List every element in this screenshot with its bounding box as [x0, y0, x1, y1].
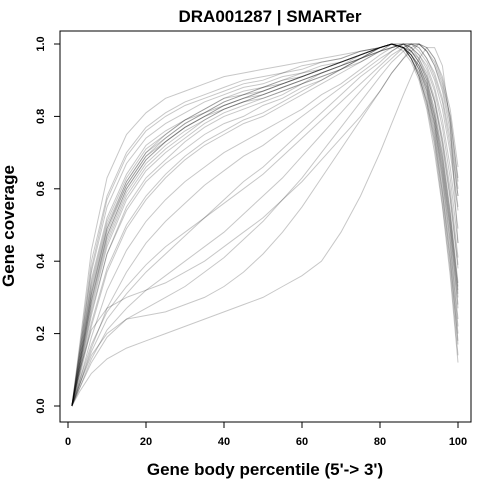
- coverage-curve-20: [71, 47, 459, 407]
- coverage-curve-4: [71, 43, 459, 407]
- coverage-curve-28: [71, 43, 459, 407]
- coverage-curve-24: [71, 43, 459, 407]
- coverage-curve-14: [71, 43, 459, 407]
- y-axis: 0.0 0.2 0.4 0.6 0.8 1.0: [35, 36, 60, 414]
- x-tick-label-100: 100: [449, 436, 467, 448]
- coverage-curve-15: [71, 43, 459, 407]
- y-tick-label-0.4: 0.4: [35, 253, 47, 269]
- x-tick-label-40: 40: [218, 436, 230, 448]
- coverage-curve-6: [71, 43, 459, 407]
- coverage-curve-17: [71, 43, 459, 407]
- coverage-curve-2: [71, 43, 459, 407]
- y-tick-label-0.8: 0.8: [35, 109, 47, 124]
- x-tick-label-20: 20: [140, 436, 152, 448]
- coverage-curve-23: [71, 43, 459, 407]
- coverage-curve-19: [71, 43, 459, 407]
- y-tick-label-0.6: 0.6: [35, 181, 47, 196]
- coverage-curve-7: [71, 43, 459, 407]
- x-tick-label-0: 0: [65, 436, 71, 448]
- coverage-curve-10: [71, 43, 459, 407]
- coverage-curve-11: [71, 43, 459, 407]
- coverage-curve-8: [71, 43, 459, 407]
- coverage-curve-12: [71, 43, 459, 407]
- y-axis-label: Gene coverage: [0, 165, 18, 287]
- y-tick-label-0.0: 0.0: [35, 398, 47, 413]
- coverage-curve-3: [71, 43, 459, 407]
- coverage-curve-27: [71, 43, 459, 407]
- y-tick-label-0.2: 0.2: [35, 326, 47, 341]
- coverage-curve-9: [71, 43, 459, 407]
- coverage-curve-26: [71, 43, 459, 407]
- y-tick-label-1.0: 1.0: [35, 36, 47, 51]
- coverage-curve-16: [71, 43, 459, 407]
- coverage-curve-1: [71, 43, 459, 407]
- coverage-curves: [71, 43, 459, 407]
- x-tick-label-60: 60: [296, 436, 308, 448]
- x-axis: 0 20 40 60 80 100: [65, 422, 467, 448]
- coverage-curve-25: [71, 43, 459, 407]
- coverage-curve-21: [71, 43, 459, 407]
- coverage-curve-13: [71, 43, 459, 407]
- coverage-curve-22: [71, 43, 459, 407]
- coverage-curve-5: [71, 43, 459, 407]
- plot-frame: [59, 30, 472, 423]
- chart-title: DRA001287 | SMARTer: [178, 7, 361, 26]
- x-axis-label: Gene body percentile (5'-> 3'): [147, 460, 383, 479]
- x-tick-label-80: 80: [374, 436, 386, 448]
- coverage-curve-18: [71, 43, 459, 407]
